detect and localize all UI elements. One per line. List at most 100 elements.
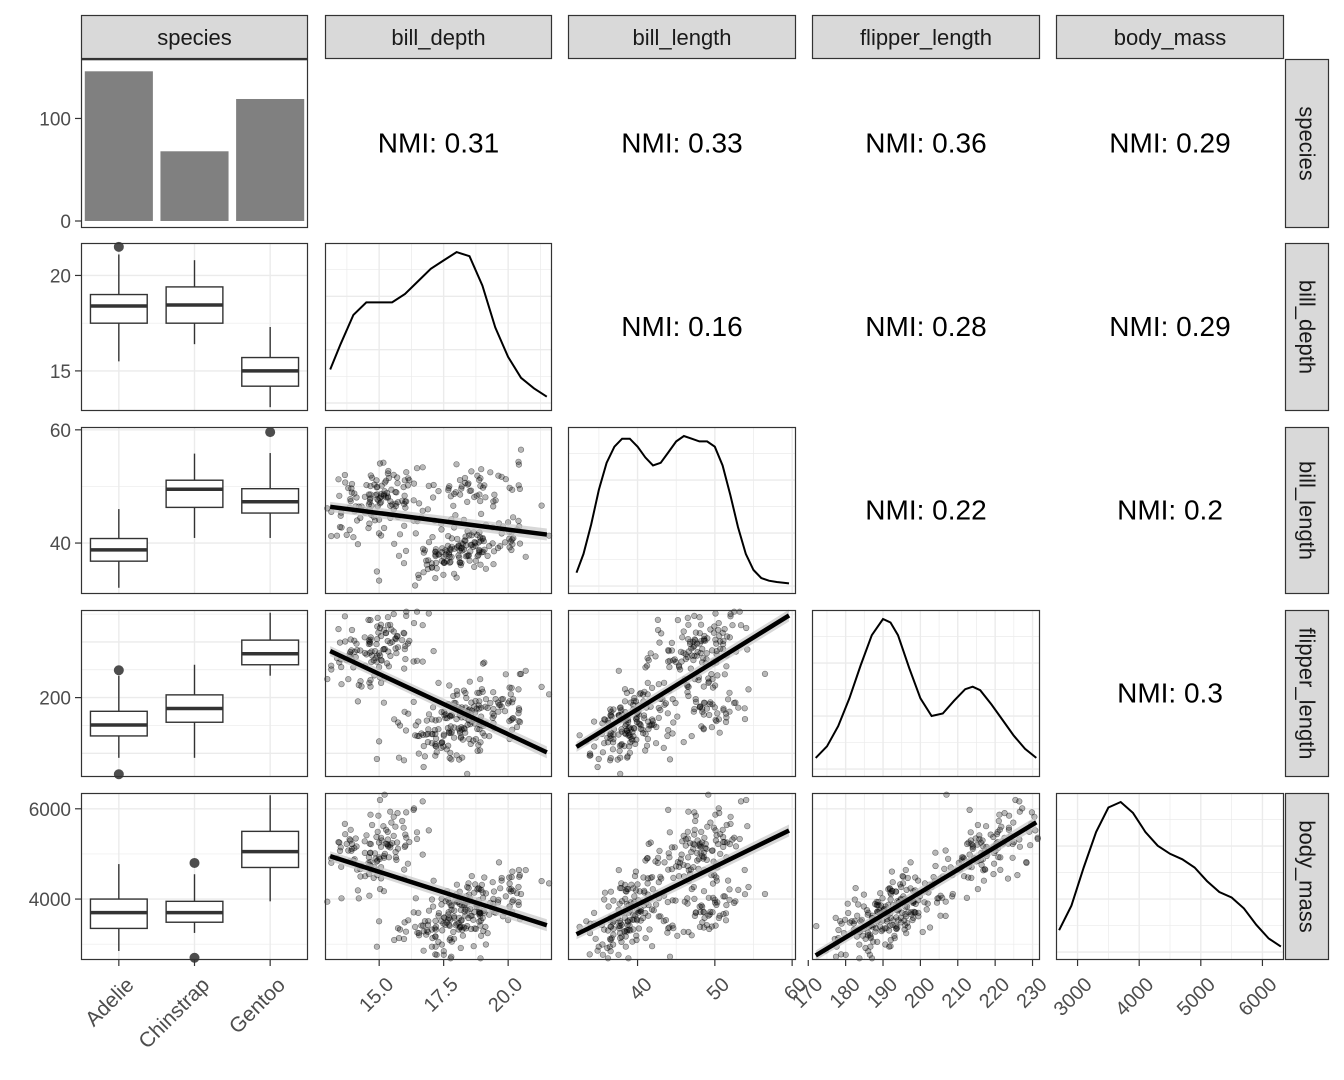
scatter-point (505, 700, 512, 707)
scatter-point (706, 711, 713, 719)
scatter-point (374, 828, 381, 835)
scatter-point (516, 485, 524, 493)
scatter-point (634, 881, 641, 888)
scatter-point (462, 533, 469, 540)
scatter-point (982, 823, 990, 830)
scatter-point (384, 828, 391, 836)
scatter-point (468, 468, 475, 475)
scatter-point (644, 735, 652, 743)
scatter-point (685, 692, 692, 700)
scatter-point (416, 732, 423, 740)
scatter-point (723, 633, 731, 640)
scatter-point (347, 826, 354, 833)
strip-right-bill_depth (1284, 242, 1330, 412)
scatter-point (378, 656, 385, 664)
scatter-point (354, 698, 362, 705)
scatter-point (435, 679, 442, 687)
scatter-point (617, 770, 624, 778)
scatter-point (903, 930, 910, 937)
scatter-point (383, 490, 391, 497)
panel-scatter-bill_length-vs-flipper_length-points (575, 608, 791, 778)
scatter-point (699, 903, 706, 910)
scatter-point (700, 699, 708, 706)
scatter-point (601, 889, 609, 896)
scatter-point (425, 918, 432, 925)
scatter-point (401, 477, 408, 484)
scatter-point (508, 684, 515, 692)
scatter-point (744, 823, 751, 830)
scatter-point (595, 755, 602, 763)
scatter-point (644, 691, 651, 698)
scatter-point (477, 534, 484, 541)
scatter-point (385, 474, 393, 482)
scatter-point (692, 909, 699, 916)
scatter-point (392, 848, 399, 856)
scatter-point (705, 894, 712, 901)
scatter-point (377, 885, 384, 893)
panel-scatter-bill_depth-vs-flipper_length-points (324, 608, 553, 778)
nmi-label-bill_length-body_mass: NMI: 0.2 (1117, 495, 1223, 526)
scatter-point (448, 553, 455, 561)
scatter-point (477, 739, 484, 746)
scatter-point (631, 893, 638, 900)
box-outlier (265, 427, 276, 438)
scatter-point (614, 756, 621, 763)
scatter-point (690, 708, 697, 715)
species-bar-chinstrap (160, 151, 229, 221)
scatter-point (702, 840, 709, 848)
scatter-point (729, 622, 736, 629)
scatter-point (400, 935, 408, 943)
scatter-point (664, 710, 671, 717)
scatter-point (346, 526, 353, 534)
scatter-point (446, 729, 453, 737)
scatter-point (358, 683, 365, 690)
scatter-point (680, 738, 687, 746)
scatter-point (697, 621, 705, 628)
scatter-point (711, 682, 719, 689)
scatter-point (995, 817, 1002, 825)
scatter-point (907, 859, 914, 866)
scatter-point (374, 614, 381, 622)
scatter-point (366, 520, 373, 527)
scatter-point (477, 482, 484, 490)
scatter-point (996, 811, 1003, 818)
scatter-point (495, 472, 502, 479)
scatter-point (464, 883, 471, 891)
scatter-point (726, 708, 733, 715)
scatter-point (509, 486, 516, 493)
scatter-point (410, 619, 418, 627)
scatter-point (703, 650, 710, 657)
scatter-point (347, 648, 354, 656)
scatter-point (430, 481, 437, 489)
scatter-point (674, 616, 682, 624)
scatter-point (450, 928, 457, 936)
y-tick-label-body_mass-4000: 4000 (29, 890, 71, 911)
scatter-point (723, 901, 730, 909)
scatter-point (877, 902, 885, 909)
y-tick-label-species-0: 0 (60, 212, 71, 233)
scatter-point (498, 703, 505, 710)
strip-right-label-species: species (1295, 106, 1320, 181)
scatter-point (590, 909, 598, 917)
scatter-point (949, 893, 956, 900)
scatter-point (515, 705, 523, 712)
scatter-point (630, 697, 637, 705)
scatter-point (902, 866, 909, 874)
scatter-point (348, 489, 355, 496)
scatter-point (466, 557, 473, 564)
scatter-point (471, 908, 478, 916)
scatter-point (641, 715, 648, 722)
scatter-point (489, 879, 496, 886)
x-tick-label-body_mass-4000: 4000 (1111, 974, 1158, 1021)
scatter-point (576, 732, 583, 739)
scatter-point (401, 708, 408, 715)
scatter-point (644, 679, 651, 687)
scatter-point (423, 717, 430, 724)
scatter-point (399, 637, 406, 644)
scatter-point (402, 842, 409, 849)
scatter-point (691, 612, 698, 620)
scatter-point (607, 888, 615, 895)
scatter-point (610, 735, 617, 743)
scatter-point (623, 689, 631, 697)
y-tick-label-bill_length-40: 40 (50, 534, 71, 555)
